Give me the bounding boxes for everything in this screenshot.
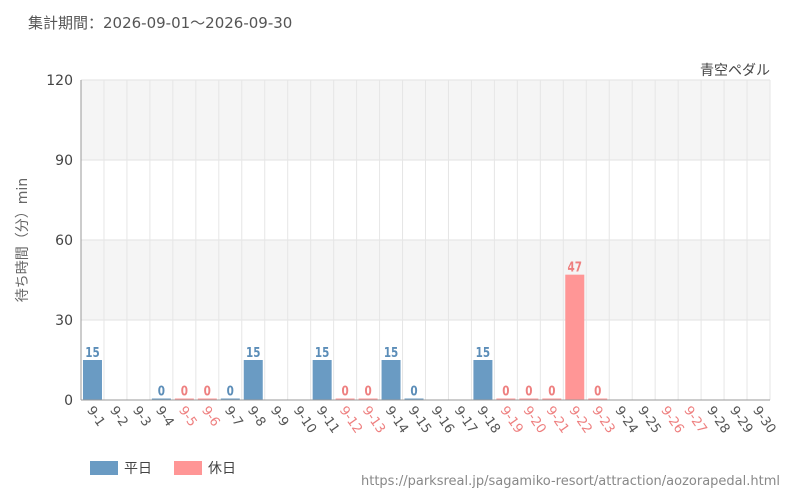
x-tick-label: 9-28 xyxy=(703,404,732,437)
x-tick-label: 9-8 xyxy=(244,404,268,430)
y-tick-label: 30 xyxy=(55,313,73,329)
legend-swatch-holiday xyxy=(174,461,202,475)
x-tick-label: 9-2 xyxy=(106,404,130,430)
data-label: 15 xyxy=(85,345,99,360)
period-text: 集計期間：2026-09-01～2026-09-30 xyxy=(28,14,293,32)
chart-grid xyxy=(80,79,771,401)
data-label: 0 xyxy=(410,383,417,398)
data-label: 15 xyxy=(315,345,329,360)
x-tick-label: 9-19 xyxy=(497,404,526,437)
bar[interactable] xyxy=(588,398,608,401)
bar[interactable] xyxy=(542,398,562,401)
data-label: 15 xyxy=(384,345,398,360)
data-label: 0 xyxy=(342,383,349,398)
bar[interactable] xyxy=(151,398,171,401)
source-url[interactable]: https://parksreal.jp/sagamiko-resort/att… xyxy=(361,474,780,489)
bar[interactable] xyxy=(519,398,539,401)
bar[interactable] xyxy=(220,398,240,401)
x-tick-label: 9-13 xyxy=(359,404,388,437)
data-label: 0 xyxy=(364,383,371,398)
bar[interactable] xyxy=(243,360,263,400)
data-label: 0 xyxy=(204,383,211,398)
x-tick-label: 9-14 xyxy=(382,404,411,437)
bar[interactable] xyxy=(496,398,516,401)
data-label: 0 xyxy=(594,383,601,398)
y-tick-label: 120 xyxy=(46,73,73,89)
y-tick-label: 60 xyxy=(55,233,73,249)
chart-bars xyxy=(82,274,608,401)
bar[interactable] xyxy=(82,360,102,400)
data-label: 0 xyxy=(502,383,509,398)
x-tick-label: 9-26 xyxy=(657,404,686,437)
x-tick-label: 9-22 xyxy=(566,404,595,437)
data-label: 0 xyxy=(548,383,555,398)
x-tick-label: 9-27 xyxy=(680,404,709,437)
y-tick-label: 0 xyxy=(64,393,73,409)
data-label: 15 xyxy=(246,345,260,360)
x-tick-label: 9-23 xyxy=(588,404,617,437)
x-tick-label: 9-21 xyxy=(543,404,572,437)
legend-label-holiday: 休日 xyxy=(208,461,236,477)
x-tick-label: 9-15 xyxy=(405,404,434,437)
x-tick-labels: 9-19-29-39-49-59-69-79-89-99-109-119-129… xyxy=(83,404,778,437)
data-label: 47 xyxy=(568,260,582,275)
y-tick-labels: 0 30 60 90 120 xyxy=(46,73,73,409)
legend-label-weekday: 平日 xyxy=(124,461,152,477)
x-tick-label: 9-16 xyxy=(428,404,457,437)
chart-title: 青空ペダル xyxy=(700,63,770,79)
y-tick-label: 90 xyxy=(55,153,73,169)
x-tick-label: 9-3 xyxy=(129,404,153,430)
x-tick-label: 9-29 xyxy=(726,404,755,437)
bar[interactable] xyxy=(381,360,401,400)
x-tick-label: 9-20 xyxy=(520,404,549,437)
data-label: 0 xyxy=(525,383,532,398)
data-label: 15 xyxy=(476,345,490,360)
x-tick-label: 9-10 xyxy=(290,404,319,437)
bar-chart: 9-19-29-39-49-59-69-79-89-99-109-119-129… xyxy=(46,73,778,437)
data-label: 0 xyxy=(181,383,188,398)
x-tick-label: 9-17 xyxy=(451,404,480,437)
bar[interactable] xyxy=(312,360,332,400)
data-label: 0 xyxy=(227,383,234,398)
x-tick-label: 9-1 xyxy=(83,404,107,430)
x-tick-label: 9-9 xyxy=(267,404,291,430)
legend-item-weekday[interactable]: 平日 xyxy=(90,458,152,478)
data-label: 0 xyxy=(158,383,165,398)
x-tick-label: 9-7 xyxy=(221,404,245,430)
x-tick-label: 9-6 xyxy=(198,404,222,430)
bar[interactable] xyxy=(404,398,424,401)
bar[interactable] xyxy=(565,274,585,400)
x-tick-label: 9-18 xyxy=(474,404,503,437)
legend: 平日 休日 xyxy=(90,458,236,478)
x-tick-label: 9-5 xyxy=(175,404,199,430)
legend-item-holiday[interactable]: 休日 xyxy=(174,458,236,478)
bar[interactable] xyxy=(335,398,355,401)
x-tick-label: 9-11 xyxy=(313,404,342,437)
legend-swatch-weekday xyxy=(90,461,118,475)
bar[interactable] xyxy=(197,398,217,401)
x-tick-label: 9-30 xyxy=(749,404,778,437)
bar[interactable] xyxy=(473,360,493,400)
chart-axis xyxy=(80,80,770,401)
bar[interactable] xyxy=(358,398,378,401)
x-tick-label: 9-24 xyxy=(611,404,640,437)
bar[interactable] xyxy=(174,398,194,401)
x-tick-label: 9-4 xyxy=(152,404,176,430)
x-tick-label: 9-25 xyxy=(634,404,663,437)
x-tick-label: 9-12 xyxy=(336,404,365,437)
